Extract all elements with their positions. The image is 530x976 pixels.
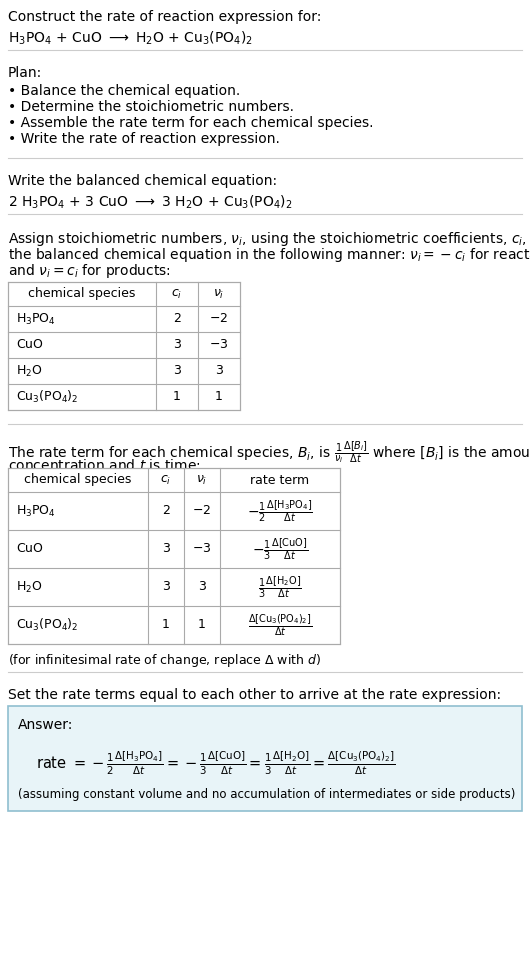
Text: $\nu_i$: $\nu_i$ <box>213 288 225 301</box>
Text: $c_i$: $c_i$ <box>161 473 172 487</box>
Text: $\frac{1}{3}\frac{\Delta[\mathregular{H_2O}]}{\Delta t}$: $\frac{1}{3}\frac{\Delta[\mathregular{H_… <box>258 574 302 600</box>
Text: $\mathregular{Cu_3(PO_4)_2}$: $\mathregular{Cu_3(PO_4)_2}$ <box>16 617 78 633</box>
Text: 2: 2 <box>162 505 170 517</box>
Text: 3: 3 <box>173 339 181 351</box>
Text: $\mathregular{H_3PO_4}$: $\mathregular{H_3PO_4}$ <box>16 311 56 327</box>
Text: $\mathregular{H_3PO_4}$ + CuO $\longrightarrow$ $\mathregular{H_2O}$ + $\mathreg: $\mathregular{H_3PO_4}$ + CuO $\longrigh… <box>8 30 253 48</box>
Text: concentration and $t$ is time:: concentration and $t$ is time: <box>8 458 201 473</box>
Text: 3: 3 <box>162 581 170 593</box>
Text: $-\frac{1}{3}\frac{\Delta[\mathregular{CuO}]}{\Delta t}$: $-\frac{1}{3}\frac{\Delta[\mathregular{C… <box>252 536 308 562</box>
Text: 1: 1 <box>198 619 206 631</box>
Text: $c_i$: $c_i$ <box>171 288 183 301</box>
Bar <box>8 282 240 410</box>
Text: • Determine the stoichiometric numbers.: • Determine the stoichiometric numbers. <box>8 100 294 114</box>
Text: and $\nu_i = c_i$ for products:: and $\nu_i = c_i$ for products: <box>8 262 171 280</box>
Text: Write the balanced chemical equation:: Write the balanced chemical equation: <box>8 174 277 188</box>
Text: $-\frac{1}{2}\frac{\Delta[\mathregular{H_3PO_4}]}{\Delta t}$: $-\frac{1}{2}\frac{\Delta[\mathregular{H… <box>247 498 313 524</box>
Text: 1: 1 <box>173 390 181 403</box>
Text: $\mathregular{Cu_3(PO_4)_2}$: $\mathregular{Cu_3(PO_4)_2}$ <box>16 389 78 405</box>
Text: • Write the rate of reaction expression.: • Write the rate of reaction expression. <box>8 132 280 146</box>
Text: Set the rate terms equal to each other to arrive at the rate expression:: Set the rate terms equal to each other t… <box>8 688 501 702</box>
Text: rate $= -\frac{1}{2}\frac{\Delta[\mathregular{H_3PO_4}]}{\Delta t} = -\frac{1}{3: rate $= -\frac{1}{2}\frac{\Delta[\mathre… <box>36 750 396 778</box>
Text: rate term: rate term <box>251 473 310 486</box>
Text: $-2$: $-2$ <box>192 505 211 517</box>
Text: • Balance the chemical equation.: • Balance the chemical equation. <box>8 84 240 98</box>
Text: $\mathregular{H_3PO_4}$: $\mathregular{H_3PO_4}$ <box>16 504 56 518</box>
Text: 3: 3 <box>162 543 170 555</box>
Text: $-3$: $-3$ <box>192 543 211 555</box>
Bar <box>8 468 340 644</box>
Text: chemical species: chemical species <box>24 473 131 486</box>
Text: • Assemble the rate term for each chemical species.: • Assemble the rate term for each chemic… <box>8 116 374 130</box>
Text: $\mathregular{CuO}$: $\mathregular{CuO}$ <box>16 339 44 351</box>
Text: Assign stoichiometric numbers, $\nu_i$, using the stoichiometric coefficients, $: Assign stoichiometric numbers, $\nu_i$, … <box>8 230 530 248</box>
Text: 2: 2 <box>173 312 181 326</box>
Text: the balanced chemical equation in the following manner: $\nu_i = -c_i$ for react: the balanced chemical equation in the fo… <box>8 246 530 264</box>
Text: $\nu_i$: $\nu_i$ <box>196 473 208 487</box>
Text: 1: 1 <box>162 619 170 631</box>
Text: $-2$: $-2$ <box>209 312 228 326</box>
Text: $\frac{\Delta[\mathregular{Cu_3(PO_4)_2}]}{\Delta t}$: $\frac{\Delta[\mathregular{Cu_3(PO_4)_2}… <box>248 612 312 638</box>
Text: Construct the rate of reaction expression for:: Construct the rate of reaction expressio… <box>8 10 321 24</box>
Text: $-3$: $-3$ <box>209 339 229 351</box>
Text: 3: 3 <box>198 581 206 593</box>
Text: Plan:: Plan: <box>8 66 42 80</box>
Text: chemical species: chemical species <box>28 288 136 301</box>
FancyBboxPatch shape <box>8 706 522 811</box>
Text: 3: 3 <box>215 364 223 378</box>
Text: $\mathregular{H_2O}$: $\mathregular{H_2O}$ <box>16 363 42 379</box>
Text: Answer:: Answer: <box>18 718 73 732</box>
Text: 3: 3 <box>173 364 181 378</box>
Text: (for infinitesimal rate of change, replace $\Delta$ with $d$): (for infinitesimal rate of change, repla… <box>8 652 321 669</box>
Text: The rate term for each chemical species, $B_i$, is $\frac{1}{\nu_i}\frac{\Delta[: The rate term for each chemical species,… <box>8 440 530 466</box>
Text: $\mathregular{H_2O}$: $\mathregular{H_2O}$ <box>16 580 42 594</box>
Text: $\mathregular{CuO}$: $\mathregular{CuO}$ <box>16 543 44 555</box>
Text: 1: 1 <box>215 390 223 403</box>
Text: 2 $\mathregular{H_3PO_4}$ + 3 CuO $\longrightarrow$ 3 $\mathregular{H_2O}$ + $\m: 2 $\mathregular{H_3PO_4}$ + 3 CuO $\long… <box>8 194 293 212</box>
Text: (assuming constant volume and no accumulation of intermediates or side products): (assuming constant volume and no accumul… <box>18 788 515 801</box>
